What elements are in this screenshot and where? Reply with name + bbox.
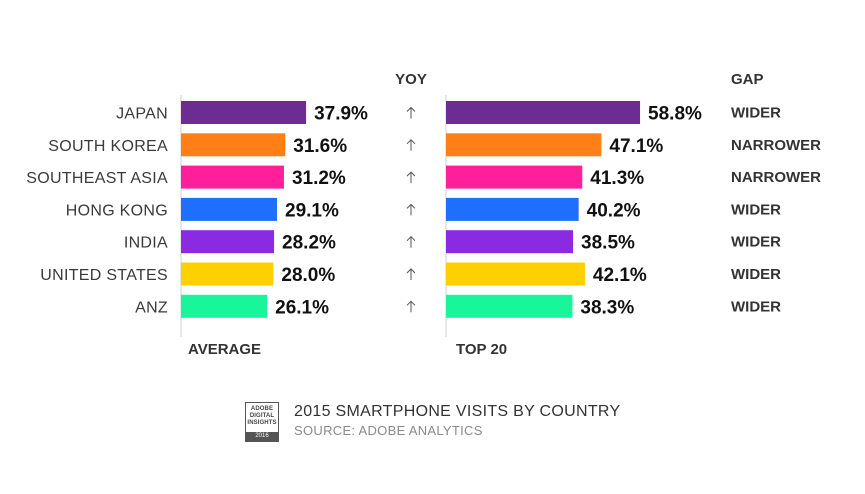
top20-bar bbox=[446, 197, 579, 221]
top20-value-label: 58.8% bbox=[648, 104, 702, 125]
average-bar bbox=[181, 165, 284, 189]
gap-label: WIDER bbox=[731, 201, 781, 218]
yoy-header: YOY bbox=[395, 71, 427, 88]
average-bar bbox=[181, 294, 268, 318]
logo-line-3: INSIGHTS bbox=[247, 420, 277, 426]
gap-header: GAP bbox=[731, 71, 764, 88]
top20-bar bbox=[446, 230, 574, 254]
gap-label: NARROWER bbox=[731, 137, 821, 154]
average-bar bbox=[181, 230, 275, 254]
average-bar bbox=[181, 101, 307, 124]
yoy-up-arrow-icon bbox=[406, 300, 416, 313]
gap-label: NARROWER bbox=[731, 169, 821, 186]
average-value-label: 28.0% bbox=[281, 265, 335, 286]
gap-label: WIDER bbox=[731, 298, 781, 315]
yoy-up-arrow-icon bbox=[406, 203, 416, 216]
yoy-up-arrow-icon bbox=[406, 139, 416, 151]
top20-bar bbox=[446, 133, 602, 157]
yoy-up-arrow-icon bbox=[406, 268, 416, 280]
top20-bar bbox=[446, 165, 583, 189]
category-label: UNITED STATES bbox=[40, 267, 168, 284]
top20-bar bbox=[446, 294, 573, 318]
top20-value-label: 47.1% bbox=[609, 136, 663, 157]
average-bar bbox=[181, 197, 278, 221]
category-label: ANZ bbox=[135, 299, 168, 316]
average-value-label: 29.1% bbox=[285, 200, 339, 221]
yoy-up-arrow-icon bbox=[406, 106, 416, 119]
average-bar bbox=[181, 133, 286, 157]
logo-line-1: ADOBE bbox=[250, 406, 274, 412]
category-label: HONG KONG bbox=[66, 202, 168, 219]
top20-value-label: 38.5% bbox=[581, 233, 635, 254]
adobe-digital-insights-logo: ADOBE DIGITAL INSIGHTS 2016 bbox=[245, 402, 279, 442]
average-value-label: 31.6% bbox=[293, 136, 347, 157]
top20-value-label: 38.3% bbox=[580, 297, 634, 318]
chart-source: SOURCE: ADOBE ANALYTICS bbox=[294, 423, 483, 438]
average-value-label: 37.9% bbox=[314, 104, 368, 125]
category-label: SOUTHEAST ASIA bbox=[26, 170, 168, 187]
chart-title: 2015 SMARTPHONE VISITS BY COUNTRY bbox=[294, 403, 621, 420]
top20-value-label: 42.1% bbox=[593, 265, 647, 286]
average-value-label: 26.1% bbox=[275, 297, 329, 318]
series-name-top20: TOP 20 bbox=[456, 341, 507, 358]
top20-bar bbox=[446, 262, 585, 286]
top20-value-label: 40.2% bbox=[587, 200, 641, 221]
gap-label: WIDER bbox=[731, 234, 781, 251]
logo-line-2: DIGITAL bbox=[249, 413, 275, 419]
series-name-average: AVERAGE bbox=[188, 341, 261, 358]
yoy-up-arrow-icon bbox=[406, 235, 416, 248]
top20-value-label: 41.3% bbox=[590, 168, 644, 189]
gap-label: WIDER bbox=[731, 266, 781, 283]
average-bar bbox=[181, 262, 274, 286]
chart-footer: ADOBE DIGITAL INSIGHTS 2016 2015 SMARTPH… bbox=[245, 402, 620, 446]
average-value-label: 31.2% bbox=[292, 168, 346, 189]
category-label: INDIA bbox=[124, 235, 168, 252]
category-label: JAPAN bbox=[116, 106, 168, 123]
gap-label: WIDER bbox=[731, 105, 781, 122]
top20-bar bbox=[446, 101, 641, 124]
logo-year: 2016 bbox=[246, 432, 278, 441]
average-value-label: 28.2% bbox=[282, 233, 336, 254]
yoy-up-arrow-icon bbox=[406, 171, 416, 184]
footer-text: 2015 SMARTPHONE VISITS BY COUNTRY SOURCE… bbox=[294, 402, 620, 440]
category-label: SOUTH KOREA bbox=[48, 138, 168, 155]
